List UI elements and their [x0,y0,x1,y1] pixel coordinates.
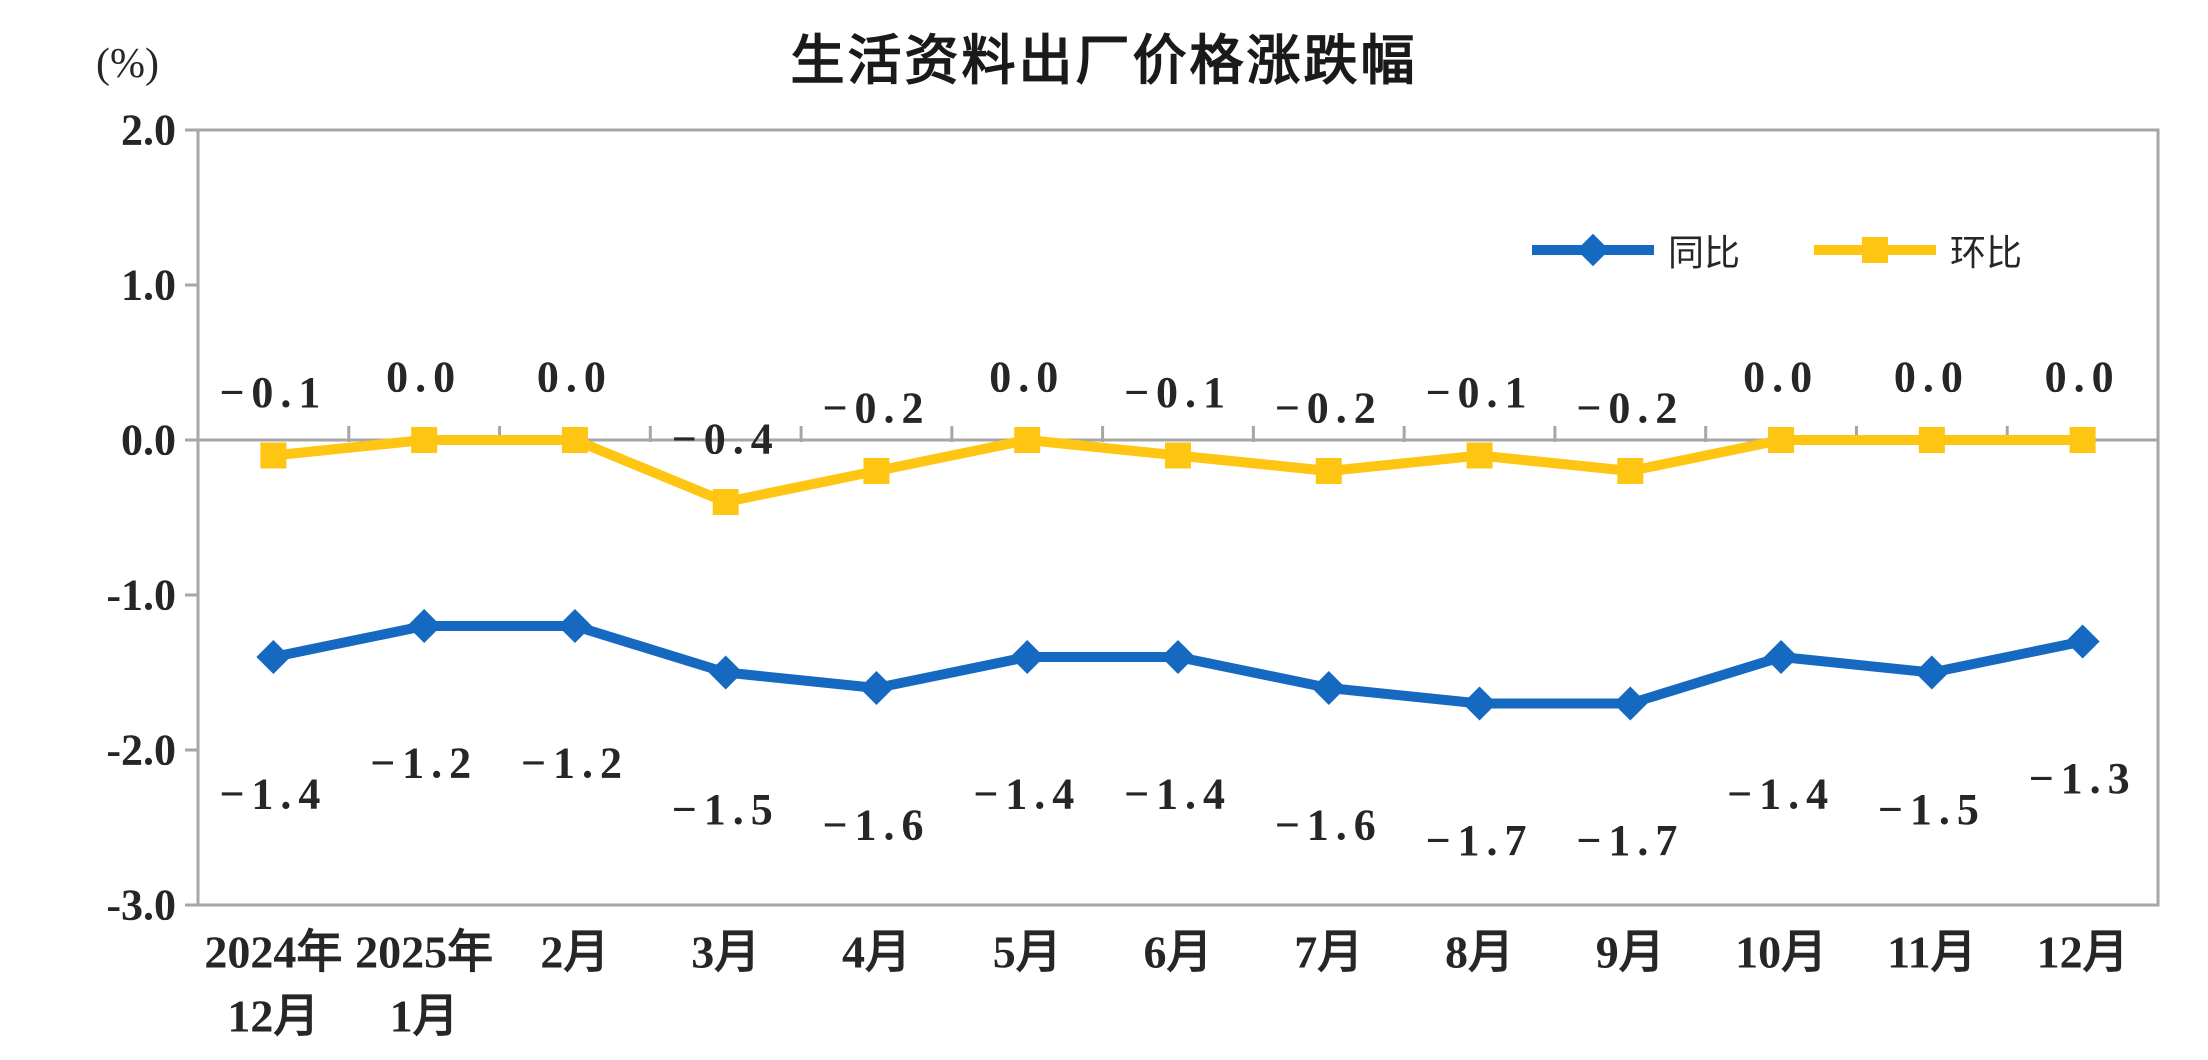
plot-border [196,128,2160,907]
x-tick-label: 11月 [1887,927,1976,978]
series-同比: −1.4 −1.2 −1.2 −1.5 −1.6 −1.4 −1.4 −1.6 −1.7 −1.7… [219,609,2137,865]
y-tick-label: 2.0 [121,106,176,155]
legend-item-tongbi: 同比 [1532,224,1740,276]
chart-title: 生活资料出厂价格涨跌幅 [790,31,1418,91]
square-marker-icon [561,427,588,453]
data-label-环比: −0.4 [672,415,780,464]
square-marker-icon [1862,237,1889,263]
square-marker-icon [863,458,890,484]
square-marker-icon [2069,427,2096,453]
data-label-环比: 0.0 [386,353,462,402]
diamond-marker-icon [1010,640,1045,674]
square-marker-icon [411,427,438,453]
y-axis: 2.0 1.0 0.0 -1.0 -2.0 -3.0 [106,106,198,930]
diamond-marker-icon [1576,233,1610,267]
data-label-同比: −1.4 [219,770,327,819]
data-label-环比: −0.2 [1576,384,1684,433]
x-tick-label: 5月 [993,927,1062,978]
data-label-同比: −1.4 [973,770,1081,819]
diamond-marker-icon [1914,655,1949,690]
data-label-同比: −1.5 [1878,785,1986,834]
data-label-环比: 0.0 [1894,353,1970,402]
square-marker-icon [1918,427,1945,453]
data-label-同比: −1.6 [822,801,930,850]
huanbi-series-swatch-icon [1814,232,1937,268]
square-marker-icon [1466,442,1493,469]
square-marker-icon [260,442,287,469]
y-tick-label: -2.0 [106,726,176,775]
data-label-环比: 0.0 [989,353,1065,402]
tongbi-series-swatch-icon [1532,232,1654,268]
diamond-marker-icon [708,655,743,690]
data-label-环比: −0.1 [1425,368,1533,417]
square-marker-icon [1014,427,1041,453]
data-label-同比: −1.6 [1275,801,1383,850]
x-axis-labels: 2024年 12月 2025年 1月 2月 3月 4月 5月 6月 7月 8月 9月 10月 11月 12月 [204,927,2128,1042]
y-tick-label: 0.0 [121,416,176,465]
square-marker-icon [1617,458,1644,484]
diamond-marker-icon [1764,640,1799,674]
x-tick-label: 2025年 [355,927,493,978]
x-tick-label: 6月 [1144,927,1213,978]
data-label-同比: −1.5 [672,785,780,834]
x-tick-label: 12月 [227,991,319,1042]
square-marker-icon [712,489,739,515]
y-tick-label: 1.0 [121,261,176,310]
diamond-marker-icon [1311,671,1346,705]
data-label-环比: −0.2 [822,384,930,433]
data-label-同比: −1.2 [370,739,478,788]
diamond-marker-icon [407,609,442,643]
series-环比: −0.1 0.0 0.0 −0.4 −0.2 0.0 −0.1 −0.2 −0.1 −0.2 0.0… [219,353,2121,515]
data-label-同比: −1.4 [1727,770,1835,819]
data-label-同比: −1.3 [2029,754,2137,803]
data-label-同比: −1.7 [1576,816,1684,865]
x-tick-label: 10月 [1735,927,1827,978]
x-tick-label: 2024年 [204,927,342,978]
data-label-环比: 0.0 [1743,353,1819,402]
x-tick-label: 9月 [1596,927,1665,978]
square-marker-icon [1315,458,1342,484]
square-marker-icon [1768,427,1795,453]
x-tick-label: 3月 [691,927,760,978]
y-tick-label: -1.0 [106,571,176,620]
diamond-marker-icon [557,609,592,643]
legend-label-huanbi: 环比 [1950,233,2023,273]
diamond-marker-icon [1613,686,1648,721]
diamond-marker-icon [2065,624,2100,659]
x-tick-label: 4月 [842,927,911,978]
x-tick-label: 7月 [1294,927,1363,978]
data-label-环比: 0.0 [537,353,613,402]
data-label-同比: −1.4 [1124,770,1232,819]
data-label-同比: −1.2 [521,739,629,788]
x-tick-label: 2月 [540,927,609,978]
square-marker-icon [1165,442,1191,469]
x-tick-label: 1月 [390,991,459,1042]
legend-label-tongbi: 同比 [1668,233,1741,273]
x-tick-label: 8月 [1445,927,1514,978]
data-label-环比: −0.1 [219,368,327,417]
data-label-环比: −0.2 [1275,384,1383,433]
diamond-marker-icon [256,640,291,674]
legend: 同比 环比 [1532,224,2022,276]
legend-item-huanbi: 环比 [1814,224,2022,276]
diamond-marker-icon [859,671,894,705]
y-tick-label: -3.0 [106,881,176,930]
diamond-marker-icon [1161,640,1195,674]
data-label-环比: −0.1 [1124,368,1232,417]
data-label-环比: 0.0 [2045,353,2121,402]
data-label-同比: −1.7 [1425,816,1533,865]
diamond-marker-icon [1462,686,1497,721]
y-axis-unit-label: (%) [96,41,159,87]
x-tick-label: 12月 [2037,927,2129,978]
